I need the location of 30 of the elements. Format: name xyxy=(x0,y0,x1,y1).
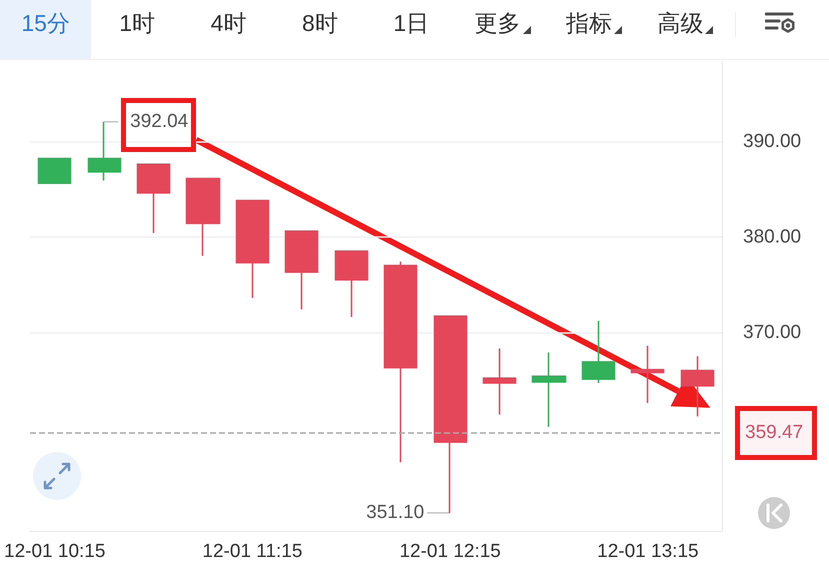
candlestick xyxy=(88,121,122,182)
y-tick-label: 380.00 xyxy=(743,226,802,248)
candlestick xyxy=(236,200,270,299)
candlestick xyxy=(136,163,170,234)
candlestick xyxy=(582,320,616,384)
candlestick xyxy=(38,158,72,184)
candlestick xyxy=(284,230,318,310)
candlestick xyxy=(630,344,664,404)
x-tick-label: 12-01 12:15 xyxy=(399,541,501,562)
x-tick-label: 12-01 10:15 xyxy=(4,541,106,562)
text: 更多 xyxy=(474,10,521,36)
text: 指标 xyxy=(566,10,612,36)
candlestick xyxy=(680,355,714,418)
text: 15分 xyxy=(21,10,70,36)
text: 高级 xyxy=(657,10,704,36)
candlestick xyxy=(532,352,566,428)
candlestick xyxy=(186,178,220,257)
text: 1日 xyxy=(393,10,430,36)
candlestick xyxy=(482,348,516,416)
text: 4时 xyxy=(210,10,246,36)
x-tick-label: 12-01 13:15 xyxy=(597,541,699,562)
x-tick-label: 12-01 11:15 xyxy=(202,541,302,562)
annotation: 392.04 xyxy=(130,110,188,133)
text: 8时 xyxy=(302,10,338,36)
y-tick-label: 370.00 xyxy=(743,322,802,343)
candlestick xyxy=(384,260,418,463)
candlestick xyxy=(334,250,368,318)
text: 1时 xyxy=(119,10,155,36)
annotation: 351.10 xyxy=(366,502,424,524)
y-tick-label: 390.00 xyxy=(743,130,802,152)
